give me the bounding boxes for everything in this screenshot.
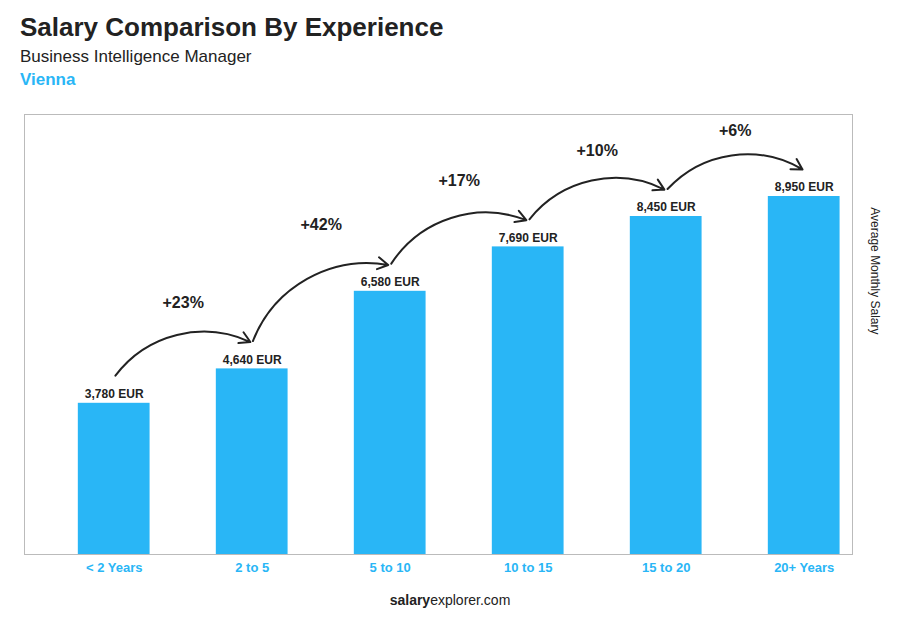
svg-text:10 to 15: 10 to 15 xyxy=(504,560,552,575)
svg-text:Average Monthly Salary: Average Monthly Salary xyxy=(868,207,882,334)
html-text:salary explorer.com: salary explorer.com xyxy=(389,592,511,608)
svg-text:< 2 Years: < 2 Years xyxy=(86,560,143,575)
html-text:Vienna: Vienna xyxy=(20,70,76,89)
svg-text:5 to 10: 5 to 10 xyxy=(370,560,411,575)
svg-text:2 to 5: 2 to 5 xyxy=(235,560,269,575)
svg-text:4,640 EUR: 4,640 EUR xyxy=(223,353,282,367)
svg-text:6,580 EUR: 6,580 EUR xyxy=(361,275,420,289)
svg-text:7,690 EUR: 7,690 EUR xyxy=(499,231,558,245)
svg-text:+42%: +42% xyxy=(301,216,342,233)
svg-text:+23%: +23% xyxy=(163,294,204,311)
svg-text:20+ Years: 20+ Years xyxy=(774,560,834,575)
svg-text:+17%: +17% xyxy=(439,172,480,189)
svg-text:8,450 EUR: 8,450 EUR xyxy=(637,200,696,214)
svg-text:+10%: +10% xyxy=(577,142,618,159)
svg-text:8,950 EUR: 8,950 EUR xyxy=(775,180,834,194)
html-text:Business Intelligence Manager: Business Intelligence Manager xyxy=(20,47,252,66)
html-text:Salary Comparison By Experienc: Salary Comparison By Experience xyxy=(20,12,444,42)
svg-text:3,780 EUR: 3,780 EUR xyxy=(85,387,144,401)
svg-text:15 to 20: 15 to 20 xyxy=(642,560,690,575)
svg-text:+6%: +6% xyxy=(719,122,751,139)
